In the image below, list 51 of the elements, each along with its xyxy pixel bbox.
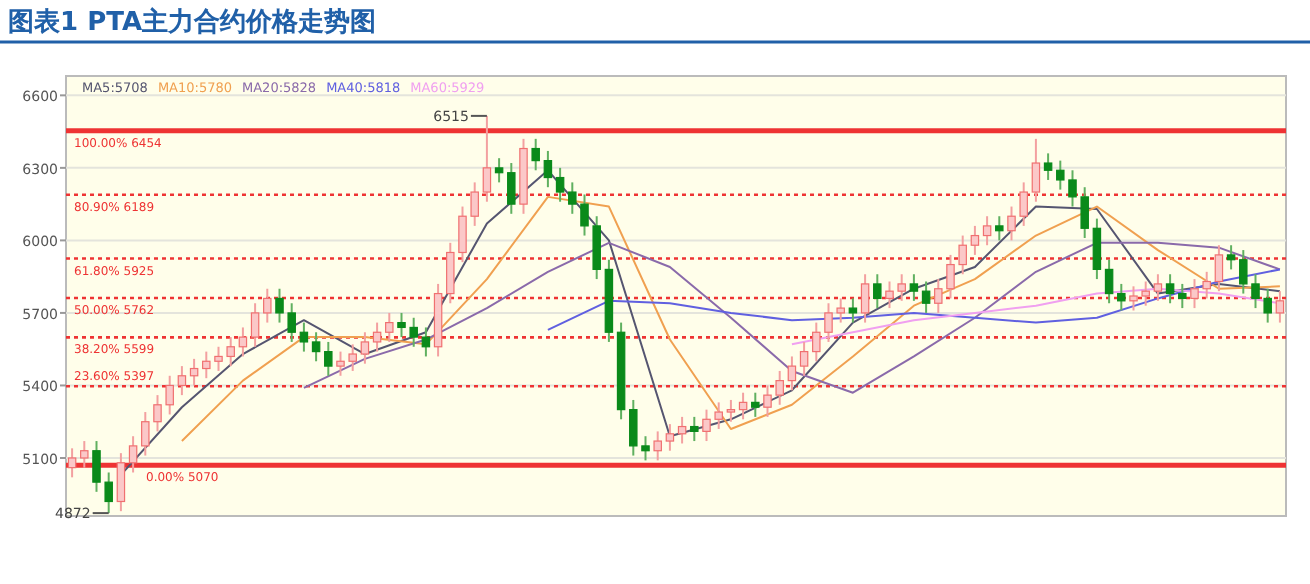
- candlestick: [1092, 217, 1102, 281]
- candlestick: [116, 452, 126, 513]
- candlestick: [677, 415, 687, 445]
- candlestick: [1153, 273, 1163, 302]
- candlestick: [482, 114, 492, 203]
- candlestick: [690, 415, 699, 443]
- candlestick: [970, 224, 980, 256]
- candlestick: [1104, 258, 1114, 305]
- candlestick: [799, 340, 809, 377]
- line-series: [180, 195, 1281, 443]
- candlestick: [1031, 137, 1041, 203]
- candlestick: [848, 297, 858, 324]
- chart-title: 图表1 PTA主力合约价格走势图: [8, 6, 377, 38]
- candlestick: [1226, 244, 1236, 271]
- candlestick: [177, 365, 187, 397]
- candlestick: [494, 157, 504, 184]
- candlestick: [1165, 273, 1175, 305]
- candlestick: [311, 331, 321, 363]
- candlestick: [1043, 152, 1053, 181]
- candlestick: [555, 166, 565, 203]
- candlestick: [787, 355, 797, 392]
- candlestick: [1117, 282, 1126, 312]
- candlestick: [421, 326, 431, 358]
- candlestick: [531, 137, 540, 172]
- candlestick: [1214, 244, 1224, 293]
- candlestick: [1178, 282, 1187, 310]
- candlestick: [385, 311, 394, 343]
- candlestick: [653, 430, 662, 462]
- candlestick: [360, 331, 370, 365]
- candlestick: [238, 326, 248, 358]
- candlestick: [250, 302, 260, 348]
- candlestick: [860, 273, 870, 324]
- candlestick: [738, 391, 748, 421]
- candlestick: [751, 391, 760, 418]
- candlestick: [921, 280, 931, 314]
- candlestick: [665, 423, 675, 452]
- candlestick: [543, 149, 553, 189]
- candlestick: [299, 321, 309, 353]
- candlestick: [995, 215, 1004, 242]
- candlestick: [372, 321, 382, 353]
- candlestick: [128, 435, 138, 474]
- candlestick: [80, 440, 89, 469]
- candlestick: [909, 273, 919, 302]
- candlestick: [873, 273, 882, 310]
- candlestick: [982, 215, 992, 247]
- candlestick: [1275, 290, 1285, 324]
- candlestick: [263, 287, 272, 324]
- candlestick: [189, 357, 199, 387]
- candlestick: [507, 162, 516, 215]
- candlestick: [324, 340, 333, 377]
- candlestick: [726, 398, 736, 423]
